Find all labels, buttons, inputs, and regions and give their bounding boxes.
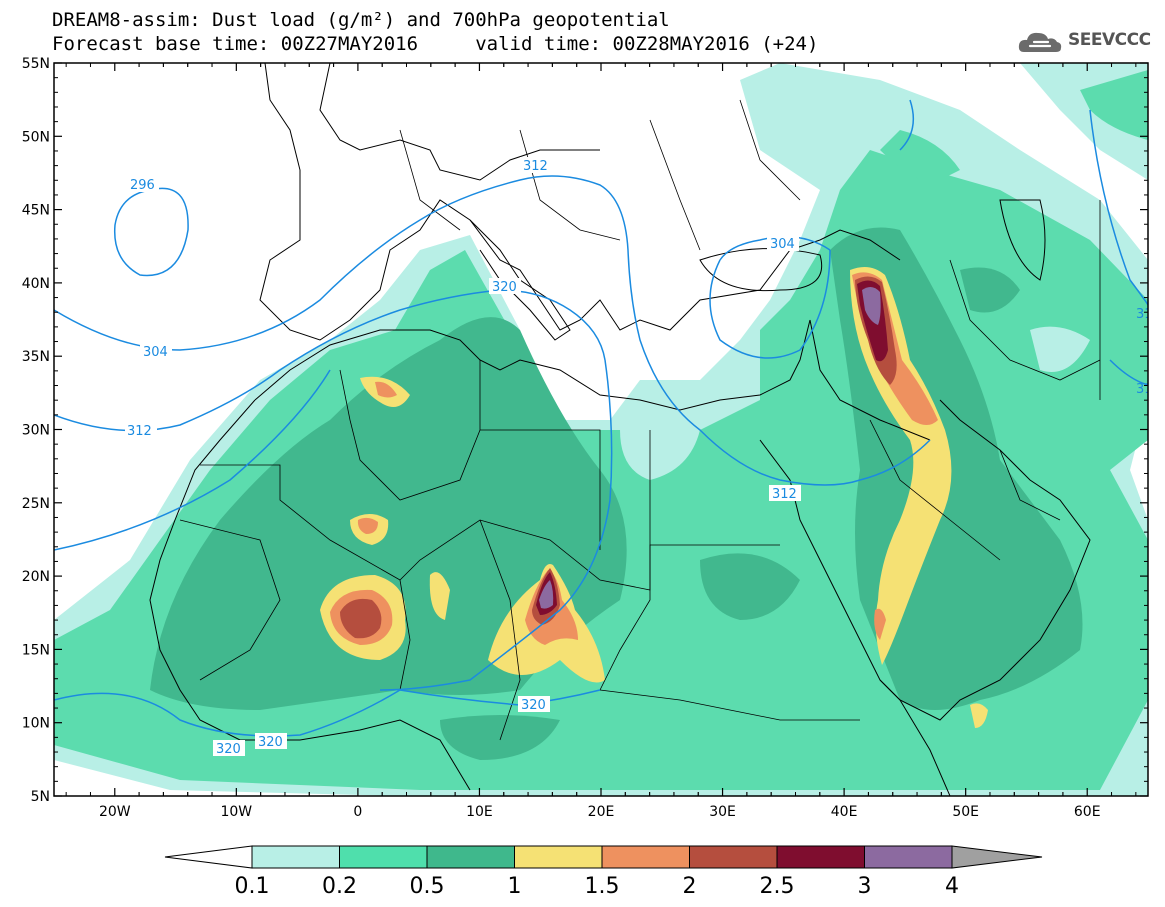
lat-label: 40N xyxy=(22,276,50,292)
colorbar-segment xyxy=(251,845,340,869)
lat-label: 45N xyxy=(22,203,50,219)
cloud-logo-icon xyxy=(1018,32,1062,52)
lat-label: 50N xyxy=(22,129,50,145)
colorbar-label: 1 xyxy=(508,874,522,899)
colorbar-segment xyxy=(864,845,953,869)
colorbar: 0.1 0.2 0.5 1 1.5 2 2.5 3 4 xyxy=(164,845,1043,899)
longitude-axis: 20W 10W 0 10E 20E 30E 40E 50E 60E xyxy=(65,63,1137,820)
forecast-time-line: Forecast base time: 00Z27MAY2016 valid t… xyxy=(52,33,819,55)
latitude-axis: 55N 50N 45N 40N 35N 30N 25N 20N 15N 10N 5N xyxy=(22,56,1148,805)
lon-label: 10E xyxy=(466,804,493,820)
colorbar-segment xyxy=(426,845,515,869)
colorbar-label: 4 xyxy=(945,874,959,899)
coastlines xyxy=(149,63,1091,796)
lon-label: 30E xyxy=(709,804,736,820)
colorbar-label: 3 xyxy=(858,874,872,899)
lat-label: 25N xyxy=(22,496,50,512)
lon-label: 10W xyxy=(220,804,252,820)
contour-label-31-e2: 31 xyxy=(1136,382,1153,397)
lon-label: 0 xyxy=(353,804,362,820)
contour-label-304-east: 304 xyxy=(770,237,795,252)
contour-label-320-sw1: 320 xyxy=(216,742,241,757)
colorbar-label: 2.5 xyxy=(760,874,795,899)
lat-label: 10N xyxy=(22,716,50,732)
colorbar-label: 0.1 xyxy=(235,874,270,899)
country-borders xyxy=(179,99,1101,741)
contour-label-320-central: 320 xyxy=(492,280,517,295)
contour-label-312-west: 312 xyxy=(127,424,152,439)
colorbar-label: 0.2 xyxy=(322,874,357,899)
colorbar-segment xyxy=(689,845,778,869)
colorbar-label: 0.5 xyxy=(410,874,445,899)
seevccc-logo: SEEVCCC xyxy=(1016,26,1151,58)
contour-label-312-north: 312 xyxy=(523,159,548,174)
contour-label-320-sw2: 320 xyxy=(258,735,283,750)
colorbar-segment xyxy=(776,845,865,869)
map-title: DREAM8-assim: Dust load (g/m²) and 700hP… xyxy=(52,9,670,31)
colorbar-segment xyxy=(514,845,603,869)
contour-label-31-e1: 31 xyxy=(1136,307,1153,322)
logo-text: SEEVCCC xyxy=(1068,30,1151,50)
colorbar-segment xyxy=(601,845,690,869)
lon-label: 20W xyxy=(99,804,131,820)
colorbar-segment xyxy=(339,845,428,869)
lat-label: 20N xyxy=(22,569,50,585)
dust-gap xyxy=(620,326,1090,480)
contour-label-304-west: 304 xyxy=(143,345,168,360)
lon-label: 20E xyxy=(588,804,615,820)
colorbar-over-triangle xyxy=(951,845,1043,869)
contour-label-320-south: 320 xyxy=(521,698,546,713)
lat-label: 30N xyxy=(22,423,50,439)
lat-label: 35N xyxy=(22,349,50,365)
geopotential-contours xyxy=(54,99,1148,737)
contour-label-312-east: 312 xyxy=(772,487,797,502)
lon-label: 60E xyxy=(1074,804,1101,820)
contour-label-296: 296 xyxy=(130,178,155,193)
lat-label: 55N xyxy=(22,56,50,72)
lat-label: 5N xyxy=(31,789,50,805)
colorbar-label: 2 xyxy=(683,874,697,899)
lon-label: 50E xyxy=(952,804,979,820)
dust-field: 296 304 312 312 320 304 312 320 320 320 … xyxy=(54,63,1153,796)
colorbar-label: 1.5 xyxy=(585,874,620,899)
colorbar-under-triangle xyxy=(164,845,253,869)
lat-label: 15N xyxy=(22,642,50,658)
dust-level-3 xyxy=(539,286,881,609)
lon-label: 40E xyxy=(831,804,858,820)
contour-labels: 296 304 312 312 320 304 312 320 320 320 … xyxy=(125,157,1153,757)
